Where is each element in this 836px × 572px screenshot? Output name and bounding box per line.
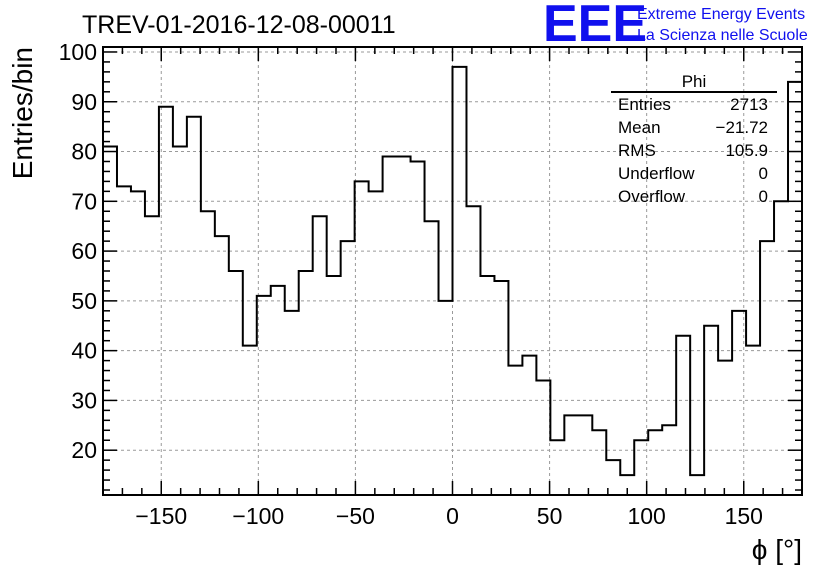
- stats-value-mean: −21.72: [716, 118, 768, 137]
- y-tick-label: 100: [59, 39, 97, 65]
- histogram-series: [103, 65, 802, 477]
- histogram-line: [103, 65, 802, 477]
- stats-value-rms: 105.9: [725, 141, 768, 160]
- x-tick-label: 50: [537, 503, 563, 529]
- y-tick-label: 40: [71, 338, 97, 364]
- logo-line-1: Extreme Energy Events: [637, 6, 805, 23]
- x-tick-label: 100: [627, 503, 665, 529]
- x-axis-title: ϕ [°]: [752, 534, 802, 565]
- stats-label-rms: RMS: [618, 141, 656, 160]
- stats-value-entries: 2713: [730, 95, 768, 114]
- y-axis-title: Entries/bin: [7, 47, 38, 179]
- y-tick-label: 20: [71, 437, 97, 463]
- x-tick-label: 150: [725, 503, 763, 529]
- axis-ticks: [102, 47, 803, 495]
- logo-mark: EEE: [543, 0, 647, 53]
- eee-logo: EEE Extreme Energy Events La Scienza nel…: [543, 0, 808, 53]
- stats-box: Phi Entries 2713 Mean −21.72 RMS 105.9 U…: [611, 72, 777, 206]
- x-tick-label: −100: [232, 503, 284, 529]
- y-tick-label: 50: [71, 288, 97, 314]
- y-tick-label: 60: [71, 238, 97, 264]
- y-tick-label: 80: [71, 139, 97, 165]
- stats-label-overflow: Overflow: [618, 187, 686, 206]
- x-tick-label: −50: [336, 503, 375, 529]
- stats-label-entries: Entries: [618, 95, 671, 114]
- stats-label-underflow: Underflow: [618, 164, 695, 183]
- stats-value-underflow: 0: [759, 164, 768, 183]
- y-tick-label: 30: [71, 387, 97, 413]
- x-tick-label: −150: [135, 503, 187, 529]
- axis-tick-labels: −150 −100 −50 0 50 100 150 20 30 40 50 60 70 80 90 100: [59, 39, 763, 529]
- logo-line-2: La Scienza nelle Scuole: [637, 27, 808, 44]
- y-tick-label: 70: [71, 188, 97, 214]
- stats-name: Phi: [682, 72, 707, 91]
- stats-label-mean: Mean: [618, 118, 661, 137]
- chart-title: TREV-01-2016-12-08-00011: [82, 11, 396, 39]
- stats-value-overflow: 0: [759, 187, 768, 206]
- x-tick-label: 0: [446, 503, 459, 529]
- y-tick-label: 90: [71, 89, 97, 115]
